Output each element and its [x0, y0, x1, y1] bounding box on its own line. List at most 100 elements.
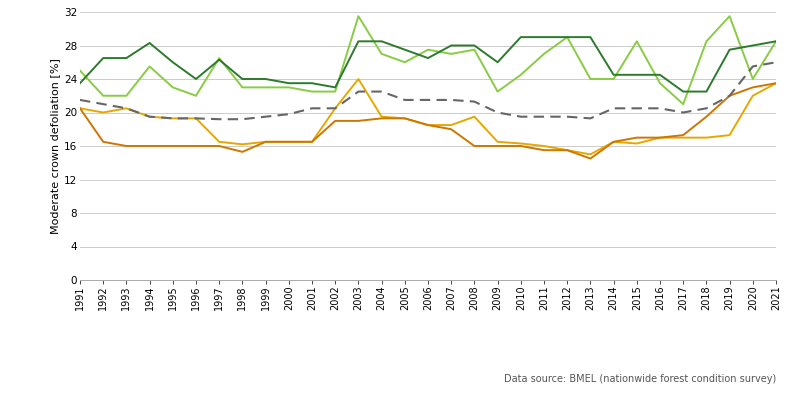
Spruce	[748, 93, 758, 98]
Total / all tree species	[470, 99, 479, 104]
Oak	[748, 43, 758, 48]
Spruce	[446, 123, 456, 128]
Spruce	[678, 135, 688, 140]
Line: Oak: Oak	[80, 37, 776, 92]
Pine	[330, 118, 340, 123]
Beech	[516, 72, 526, 77]
Oak	[168, 60, 178, 65]
Pine	[493, 144, 502, 148]
Beech	[470, 47, 479, 52]
Spruce	[307, 140, 317, 144]
Oak	[470, 43, 479, 48]
Spruce	[702, 135, 711, 140]
Beech	[423, 47, 433, 52]
Spruce	[98, 110, 108, 115]
Beech	[75, 68, 85, 73]
Pine	[238, 150, 247, 154]
Beech	[168, 85, 178, 90]
Beech	[122, 93, 131, 98]
Total / all tree species	[516, 114, 526, 119]
Pine	[539, 148, 549, 152]
Spruce	[539, 144, 549, 148]
Spruce	[122, 106, 131, 111]
Total / all tree species	[145, 114, 154, 119]
Oak	[400, 47, 410, 52]
Spruce	[400, 116, 410, 121]
Oak	[377, 39, 386, 44]
Total / all tree species	[214, 117, 224, 122]
Beech	[748, 77, 758, 82]
Line: Total / all tree species: Total / all tree species	[80, 62, 776, 119]
Beech	[702, 39, 711, 44]
Pine	[307, 140, 317, 144]
Total / all tree species	[377, 89, 386, 94]
Line: Spruce: Spruce	[80, 79, 776, 154]
Oak	[725, 47, 734, 52]
Oak	[493, 60, 502, 65]
Beech	[586, 77, 595, 82]
Pine	[748, 85, 758, 90]
Pine	[400, 116, 410, 121]
Pine	[75, 106, 85, 111]
Oak	[330, 85, 340, 90]
Total / all tree species	[284, 112, 294, 116]
Oak	[516, 35, 526, 40]
Oak	[586, 35, 595, 40]
Total / all tree species	[632, 106, 642, 111]
Oak	[75, 81, 85, 86]
Pine	[214, 144, 224, 148]
Beech	[214, 56, 224, 60]
Beech	[330, 89, 340, 94]
Oak	[655, 72, 665, 77]
Pine	[632, 135, 642, 140]
Beech	[400, 60, 410, 65]
Pine	[284, 140, 294, 144]
Total / all tree species	[307, 106, 317, 111]
Pine	[145, 144, 154, 148]
Beech	[98, 93, 108, 98]
Spruce	[725, 133, 734, 138]
Total / all tree species	[678, 110, 688, 115]
Total / all tree species	[655, 106, 665, 111]
Spruce	[145, 114, 154, 119]
Spruce	[191, 116, 201, 121]
Beech	[354, 14, 363, 18]
Oak	[261, 77, 270, 82]
Spruce	[377, 114, 386, 119]
Pine	[354, 118, 363, 123]
Total / all tree species	[725, 93, 734, 98]
Pine	[702, 114, 711, 119]
Pine	[377, 116, 386, 121]
Oak	[307, 81, 317, 86]
Oak	[423, 56, 433, 60]
Beech	[377, 52, 386, 56]
Total / all tree species	[586, 116, 595, 121]
Pine	[191, 144, 201, 148]
Beech	[261, 85, 270, 90]
Spruce	[75, 106, 85, 111]
Spruce	[354, 77, 363, 82]
Spruce	[771, 81, 781, 86]
Oak	[609, 72, 618, 77]
Pine	[516, 144, 526, 148]
Spruce	[609, 140, 618, 144]
Oak	[354, 39, 363, 44]
Oak	[632, 72, 642, 77]
Pine	[168, 144, 178, 148]
Beech	[609, 77, 618, 82]
Pine	[562, 148, 572, 152]
Total / all tree species	[702, 106, 711, 111]
Beech	[493, 89, 502, 94]
Pine	[771, 81, 781, 86]
Total / all tree species	[122, 106, 131, 111]
Total / all tree species	[75, 98, 85, 102]
Line: Pine: Pine	[80, 83, 776, 158]
Spruce	[493, 140, 502, 144]
Oak	[191, 77, 201, 82]
Oak	[98, 56, 108, 60]
Oak	[284, 81, 294, 86]
Spruce	[168, 116, 178, 121]
Total / all tree species	[539, 114, 549, 119]
Oak	[539, 35, 549, 40]
Beech	[725, 14, 734, 18]
